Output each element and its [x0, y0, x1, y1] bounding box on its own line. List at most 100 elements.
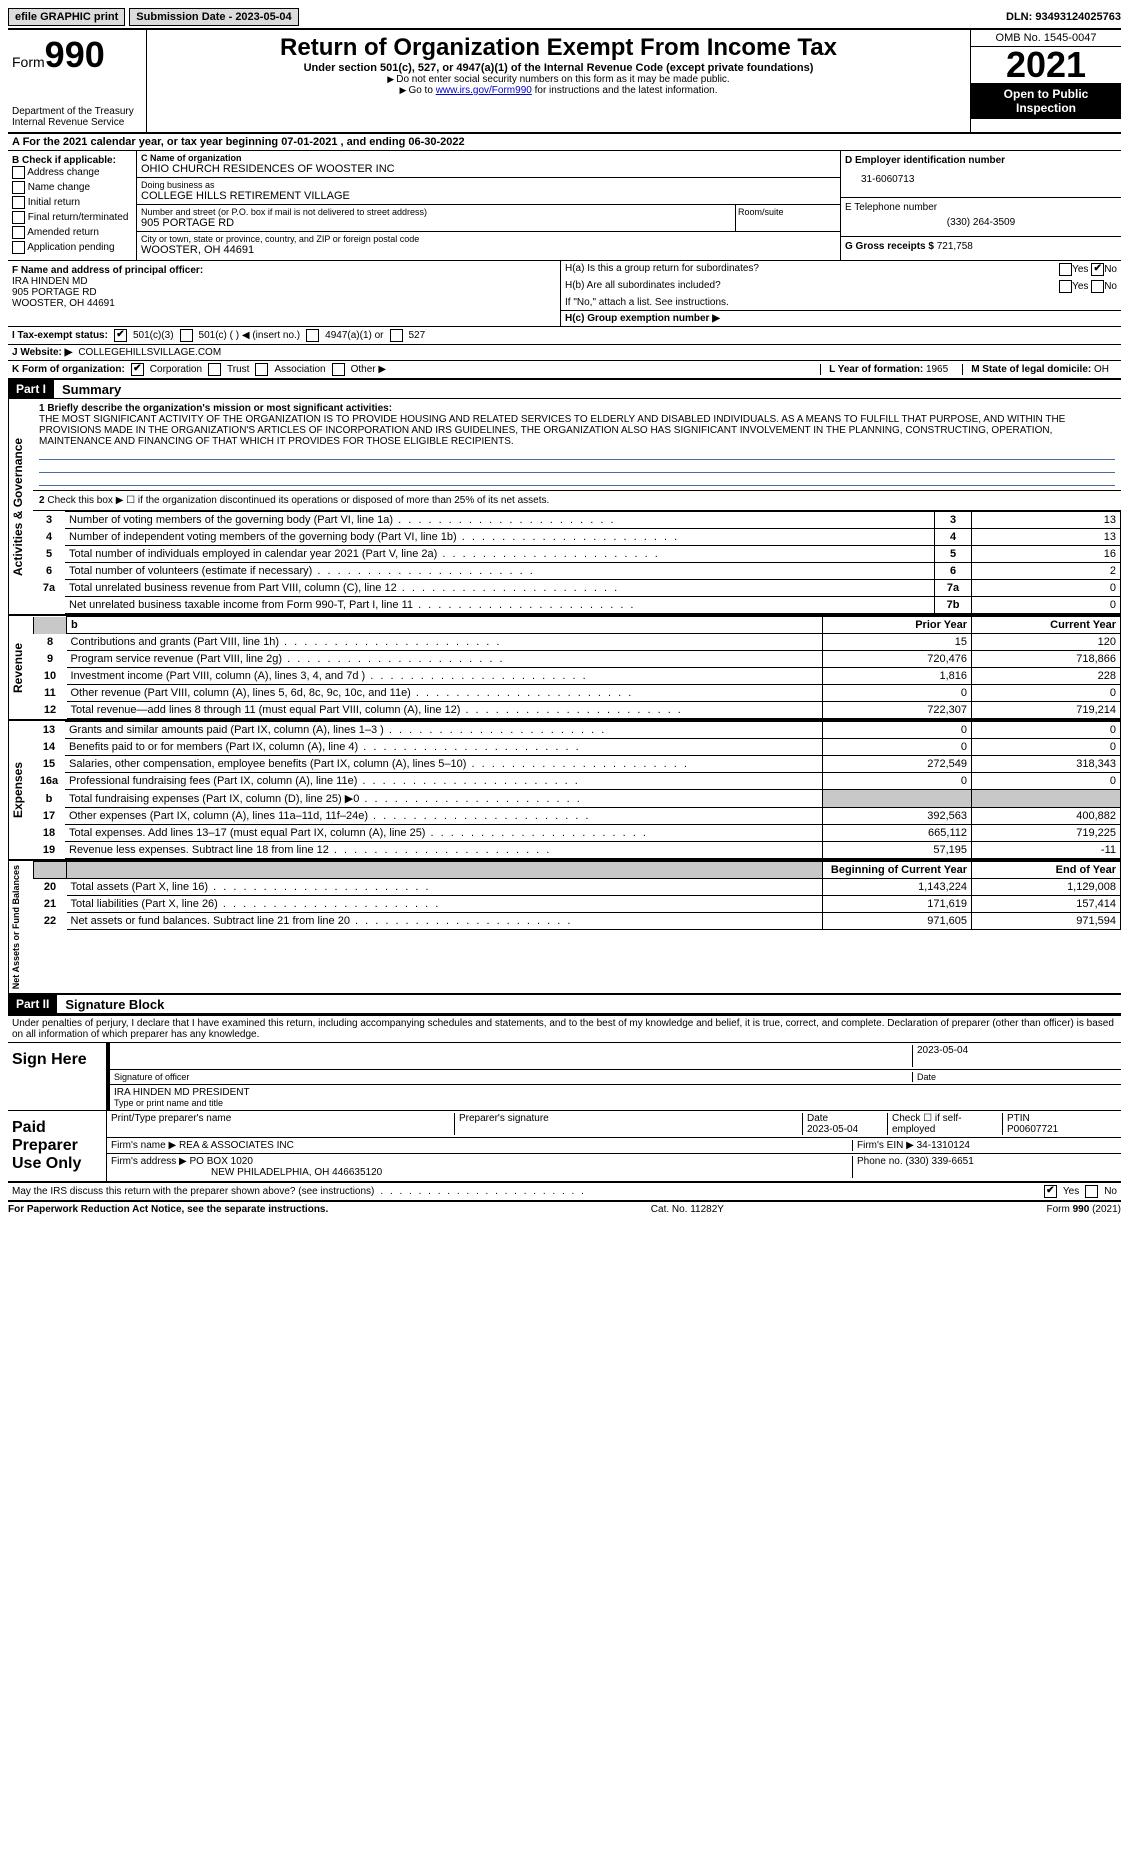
submission-date-button[interactable]: Submission Date - 2023-05-04: [129, 8, 298, 26]
ha-yes[interactable]: [1059, 263, 1072, 276]
part2-badge: Part II: [8, 995, 57, 1013]
table-row: 3Number of voting members of the governi…: [33, 512, 1121, 529]
form-subtitle: Under section 501(c), 527, or 4947(a)(1)…: [151, 62, 966, 74]
vert-gov: Activities & Governance: [8, 399, 33, 614]
hb-label: H(b) Are all subordinates included?: [565, 280, 721, 293]
hc-label: H(c) Group exemption number ▶: [565, 313, 720, 324]
table-row: bTotal fundraising expenses (Part IX, co…: [33, 790, 1121, 808]
mission-block: 1 Briefly describe the organization's mi…: [33, 399, 1121, 491]
city-label: City or town, state or province, country…: [141, 234, 836, 244]
table-row: 15Salaries, other compensation, employee…: [33, 756, 1121, 773]
goto-suffix: for instructions and the latest informat…: [532, 85, 718, 96]
part1-badge: Part I: [8, 380, 54, 398]
sign-here-label: Sign Here: [8, 1043, 107, 1110]
mission-text: THE MOST SIGNIFICANT ACTIVITY OF THE ORG…: [39, 414, 1115, 447]
sign-here-row: Sign Here 2023-05-04 Signature of office…: [8, 1043, 1121, 1111]
sig-date: 2023-05-04: [912, 1045, 1117, 1067]
type-name-label: Type or print name and title: [114, 1098, 250, 1108]
org-name: OHIO CHURCH RESIDENCES OF WOOSTER INC: [141, 163, 836, 175]
table-row: 12Total revenue—add lines 8 through 11 (…: [34, 702, 1121, 719]
table-row: 11Other revenue (Part VIII, column (A), …: [34, 685, 1121, 702]
header-right: OMB No. 1545-0047 2021 Open to Public In…: [970, 30, 1121, 132]
dept-treasury: Department of the Treasury: [12, 106, 142, 117]
firm-addr2: NEW PHILADELPHIA, OH 446635120: [111, 1167, 382, 1178]
ptin-value: P00607721: [1007, 1124, 1058, 1135]
chk-corp[interactable]: [131, 363, 144, 376]
phone-value: (330) 264-3509: [845, 213, 1117, 232]
f-label: F Name and address of principal officer:: [12, 265, 556, 276]
chk-name[interactable]: [12, 181, 25, 194]
street-value: 905 PORTAGE RD: [141, 217, 731, 229]
line2-block: 2 Check this box ▶ ☐ if the organization…: [33, 491, 1121, 511]
chk-amended[interactable]: [12, 226, 25, 239]
table-row: 8Contributions and grants (Part VIII, li…: [34, 634, 1121, 651]
col-d-ids: D Employer identification number 31-6060…: [840, 151, 1121, 260]
chk-527[interactable]: [390, 329, 403, 342]
form-title: Return of Organization Exempt From Incom…: [151, 34, 966, 62]
gross-label: G Gross receipts $: [845, 241, 934, 252]
may-irs-text: May the IRS discuss this return with the…: [12, 1186, 374, 1197]
table-row: 9Program service revenue (Part VIII, lin…: [34, 651, 1121, 668]
vert-net: Net Assets or Fund Balances: [8, 861, 33, 993]
chk-assoc[interactable]: [255, 363, 268, 376]
ha-no[interactable]: [1091, 263, 1104, 276]
dln-label: DLN: 93493124025763: [1006, 11, 1121, 23]
table-row: 18Total expenses. Add lines 13–17 (must …: [33, 825, 1121, 842]
firm-name: REA & ASSOCIATES INC: [179, 1140, 294, 1151]
open-public-badge: Open to Public Inspection: [971, 83, 1121, 119]
governance-table: 3Number of voting members of the governi…: [33, 511, 1121, 614]
table-row: 4Number of independent voting members of…: [33, 529, 1121, 546]
phone-label: E Telephone number: [845, 202, 1117, 213]
footer-left: For Paperwork Reduction Act Notice, see …: [8, 1204, 328, 1215]
chk-other[interactable]: [332, 363, 345, 376]
vert-exp: Expenses: [8, 721, 33, 859]
ssn-note: Do not enter social security numbers on …: [151, 74, 966, 85]
chk-pending[interactable]: [12, 241, 25, 254]
revenue-table: b Prior Year Current Year 8Contributions…: [33, 616, 1121, 719]
header-mid: Return of Organization Exempt From Incom…: [147, 30, 970, 132]
officer-city: WOOSTER, OH 44691: [12, 298, 556, 309]
part1-header-row: Part I Summary: [8, 380, 1121, 399]
irs-label: Internal Revenue Service: [12, 117, 142, 128]
prep-sig-label: Preparer's signature: [455, 1113, 803, 1135]
hb-note: If "No," attach a list. See instructions…: [565, 297, 729, 308]
col-c-org: C Name of organization OHIO CHURCH RESID…: [137, 151, 840, 260]
chk-501c[interactable]: [180, 329, 193, 342]
website-value: COLLEGEHILLSVILLAGE.COM: [78, 347, 221, 358]
chk-final[interactable]: [12, 211, 25, 224]
top-bar: efile GRAPHIC print Submission Date - 20…: [8, 8, 1121, 30]
officer-name: IRA HINDEN MD: [12, 276, 556, 287]
self-employed: Check ☐ if self-employed: [888, 1113, 1003, 1135]
chk-trust[interactable]: [208, 363, 221, 376]
table-row: 14Benefits paid to or for members (Part …: [33, 739, 1121, 756]
may-irs-yes[interactable]: [1044, 1185, 1057, 1198]
chk-4947[interactable]: [306, 329, 319, 342]
activities-governance-block: Activities & Governance 1 Briefly descri…: [8, 399, 1121, 616]
may-irs-no[interactable]: [1085, 1185, 1098, 1198]
row-k-l-m: K Form of organization: Corporation Trus…: [8, 361, 1121, 380]
hb-yes[interactable]: [1059, 280, 1072, 293]
officer-printed-name: IRA HINDEN MD PRESIDENT: [114, 1087, 250, 1098]
chk-initial[interactable]: [12, 196, 25, 209]
net-header-row: Beginning of Current Year End of Year: [34, 862, 1121, 879]
row-a-tax-year: A For the 2021 calendar year, or tax yea…: [8, 134, 1121, 151]
firm-phone: (330) 339-6651: [905, 1156, 973, 1167]
table-row: Net unrelated business taxable income fr…: [33, 597, 1121, 614]
form-label: Form: [12, 54, 45, 70]
j-label: J Website: ▶: [12, 347, 72, 358]
header-left: Form990 Department of the Treasury Inter…: [8, 30, 147, 132]
efile-button[interactable]: efile GRAPHIC print: [8, 8, 125, 26]
hb-no[interactable]: [1091, 280, 1104, 293]
table-row: 22Net assets or fund balances. Subtract …: [34, 913, 1121, 930]
paid-preparer-label: Paid Preparer Use Only: [8, 1111, 107, 1181]
chk-501c3[interactable]: [114, 329, 127, 342]
prep-name-label: Print/Type preparer's name: [111, 1113, 455, 1135]
firm-addr1: PO BOX 1020: [190, 1156, 253, 1167]
table-row: 6Total number of volunteers (estimate if…: [33, 563, 1121, 580]
table-row: 17Other expenses (Part IX, column (A), l…: [33, 808, 1121, 825]
irs-link[interactable]: www.irs.gov/Form990: [436, 85, 532, 96]
dba-label: Doing business as: [141, 180, 836, 190]
may-irs-row: May the IRS discuss this return with the…: [8, 1182, 1121, 1201]
expenses-table: 13Grants and similar amounts paid (Part …: [33, 721, 1121, 859]
chk-address[interactable]: [12, 166, 25, 179]
